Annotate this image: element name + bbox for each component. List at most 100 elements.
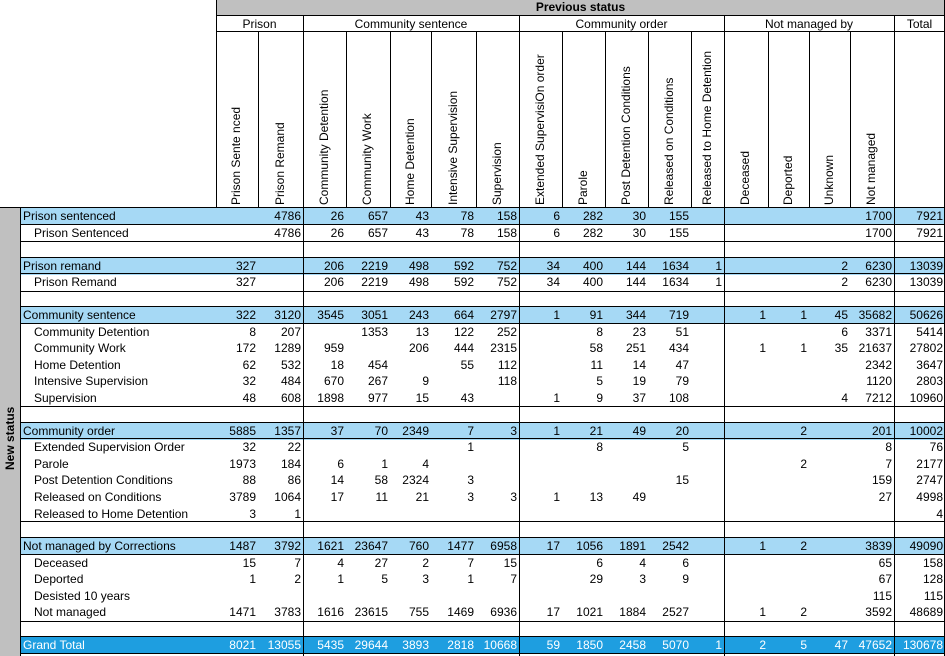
table-cell: 144 — [625, 259, 646, 273]
table-cell: 1 — [715, 638, 722, 652]
table-cell: 1 — [553, 391, 560, 405]
table-cell: 1973 — [229, 457, 256, 471]
table-cell: 91 — [589, 308, 603, 322]
table-cell: 55 — [460, 358, 474, 372]
h-rule — [20, 554, 945, 555]
table-cell: 26 — [330, 226, 344, 240]
table-cell: 1891 — [619, 539, 646, 553]
table-cell: 1634 — [662, 259, 689, 273]
table-cell: 9 — [422, 374, 429, 388]
table-cell: 47 — [834, 638, 848, 652]
column-header-8: Parole — [576, 170, 590, 205]
table-cell: 1477 — [447, 539, 474, 553]
row-label: Desisted 10 years — [34, 589, 131, 603]
grand-total-band — [20, 637, 945, 654]
table-cell: 4786 — [274, 226, 301, 240]
table-cell: 977 — [367, 391, 388, 405]
table-cell: 21 — [589, 424, 603, 438]
table-cell: 664 — [453, 308, 474, 322]
group-band — [20, 423, 945, 440]
v-rule — [431, 31, 432, 207]
table-cell: 1487 — [229, 539, 256, 553]
table-cell: 444 — [453, 341, 474, 355]
row-label: Deceased — [34, 556, 89, 570]
table-cell: 3545 — [317, 308, 344, 322]
table-cell: 1 — [294, 507, 301, 521]
table-cell: 1120 — [866, 374, 892, 388]
table-cell: 657 — [367, 209, 388, 223]
table-cell: 4 — [422, 457, 429, 471]
table-cell: 35682 — [858, 308, 892, 322]
column-header-1: Prison Remand — [273, 122, 287, 205]
table-cell: 608 — [280, 391, 301, 405]
table-cell: 1 — [553, 424, 560, 438]
table-cell: 19 — [632, 374, 646, 388]
table-cell: 43 — [415, 226, 429, 240]
table-cell: 1064 — [274, 490, 301, 504]
table-cell: 14 — [330, 473, 344, 487]
table-cell: 2315 — [490, 341, 517, 355]
table-cell: 130678 — [902, 638, 943, 652]
table-cell: 207 — [280, 325, 301, 339]
table-cell: 21637 — [858, 341, 892, 355]
table-cell: 6936 — [490, 605, 517, 619]
table-cell: 2324 — [402, 473, 429, 487]
group-band — [20, 258, 945, 275]
table-cell: 49 — [632, 490, 646, 504]
group-row-label: Not managed by Corrections — [23, 539, 176, 553]
v-rule — [519, 15, 520, 31]
table-cell: 282 — [582, 209, 603, 223]
table-cell: 2342 — [865, 358, 892, 372]
table-cell: 243 — [408, 308, 429, 322]
v-rule — [724, 31, 725, 207]
column-header-3: Community Work — [360, 113, 374, 205]
table-cell: 1357 — [274, 424, 301, 438]
table-cell: 434 — [668, 341, 689, 355]
h-rule — [20, 323, 945, 324]
column-header-7: Extended SupervisiOn order — [533, 54, 547, 205]
table-cell: 51 — [675, 325, 689, 339]
v-rule — [519, 207, 520, 656]
table-cell: 13 — [589, 490, 603, 504]
table-cell: 49090 — [909, 539, 943, 553]
table-cell: 9 — [682, 572, 689, 586]
table-cell: 3792 — [274, 539, 301, 553]
table-cell: 7212 — [865, 391, 892, 405]
table-cell: 1469 — [447, 605, 474, 619]
table-cell: 755 — [408, 605, 429, 619]
table-cell: 2797 — [490, 308, 517, 322]
table-cell: 79 — [675, 374, 689, 388]
table-cell: 5414 — [916, 325, 943, 339]
table-cell: 13039 — [909, 259, 943, 273]
table-cell: 128 — [922, 572, 943, 586]
table-cell: 1 — [715, 275, 722, 289]
table-cell: 115 — [872, 589, 892, 603]
column-header-11: Released to Home Detention — [700, 50, 714, 205]
table-cell: 959 — [323, 341, 344, 355]
table-cell: 1 — [800, 308, 807, 322]
v-rule — [648, 31, 649, 207]
table-cell: 108 — [668, 391, 689, 405]
table-cell: 7 — [885, 457, 892, 471]
table-cell: 15 — [503, 556, 517, 570]
row-label: Community Detention — [34, 325, 150, 339]
table-cell: 78 — [460, 209, 474, 223]
table-cell: 1616 — [317, 605, 344, 619]
table-cell: 78 — [460, 226, 474, 240]
table-cell: 2219 — [361, 275, 388, 289]
table-cell: 6958 — [490, 539, 517, 553]
table-cell: 45 — [834, 308, 848, 322]
table-cell: 29644 — [354, 638, 388, 652]
table-cell: 37 — [330, 424, 344, 438]
group-band — [20, 307, 945, 324]
table-cell: 498 — [408, 259, 429, 273]
table-cell: 30 — [632, 209, 646, 223]
h-rule — [20, 438, 945, 439]
table-cell: 7921 — [916, 209, 943, 223]
table-cell: 115 — [923, 589, 943, 603]
table-cell: 3 — [510, 424, 517, 438]
row-label: Released to Home Detention — [34, 507, 189, 521]
table-cell: 206 — [323, 259, 344, 273]
v-rule — [562, 31, 563, 207]
h-rule — [20, 241, 945, 242]
